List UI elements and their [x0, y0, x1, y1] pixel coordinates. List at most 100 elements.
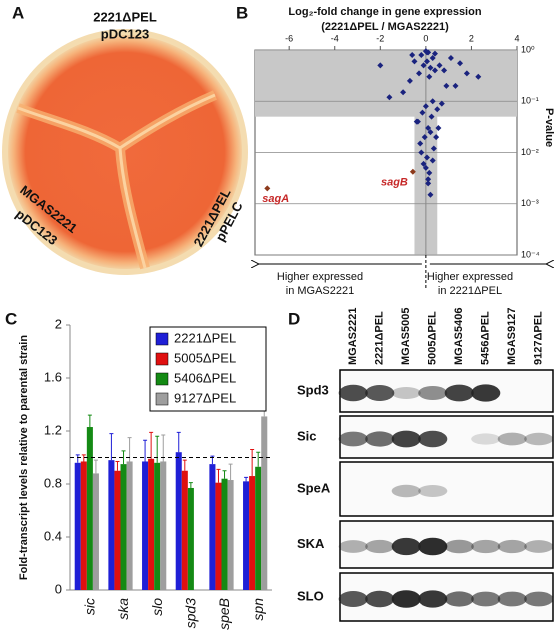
blot-band — [338, 591, 368, 607]
arrow-label: in MGAS2221 — [286, 285, 354, 297]
blot-row-label: SKA — [297, 536, 325, 551]
arrow-label: Higher expressed — [277, 271, 363, 283]
bar — [175, 452, 182, 590]
blot-band — [444, 384, 474, 402]
legend-label: 9127ΔPEL — [174, 390, 236, 405]
x-tick-label: -4 — [331, 33, 339, 43]
blot-band — [471, 539, 501, 554]
blot-band — [524, 591, 554, 607]
error-bar — [182, 459, 187, 471]
point — [429, 54, 436, 61]
lane-label: 5005ΔPEL — [427, 311, 439, 365]
bar — [108, 460, 115, 590]
x-tick-label: 2 — [469, 33, 474, 43]
blot-band — [391, 430, 421, 448]
x-tick-label: 4 — [514, 33, 519, 43]
point — [420, 160, 427, 167]
error-bar — [109, 433, 114, 461]
blot-band — [524, 540, 554, 553]
point — [424, 58, 431, 65]
point — [418, 51, 425, 58]
x-tick-label: 0 — [423, 33, 428, 43]
blot-row-label: Sic — [297, 428, 317, 443]
blot-band — [391, 387, 421, 399]
panel-label: D — [288, 309, 300, 328]
arrow-label: in 2221ΔPEL — [438, 285, 502, 297]
blot-band — [391, 484, 421, 498]
point — [429, 98, 436, 105]
plate-label: pDC123 — [101, 26, 149, 41]
lane-label: MGAS2221 — [347, 308, 359, 365]
bar — [261, 416, 268, 590]
bar — [148, 458, 155, 590]
point — [436, 62, 443, 69]
blot-band — [338, 540, 368, 553]
y-tick-label: 10⁻³ — [521, 198, 539, 208]
lane-label: MGAS5005 — [400, 308, 412, 365]
blot-band — [338, 384, 368, 402]
lane-label: 2221ΔPEL — [374, 311, 386, 365]
point — [429, 157, 436, 164]
error-bar — [81, 454, 86, 462]
point — [406, 77, 413, 84]
error-bar — [115, 460, 120, 471]
point — [417, 140, 424, 147]
point — [441, 67, 448, 74]
point — [377, 62, 384, 69]
y-tick-label: 0 — [55, 581, 62, 596]
blot-band — [418, 537, 448, 556]
annotation: sagA — [262, 193, 289, 205]
bar — [227, 480, 234, 590]
blot-row-label: SpeA — [297, 480, 331, 495]
y-tick-label: 10⁻⁴ — [521, 249, 540, 259]
blot-band — [497, 432, 527, 446]
point — [428, 113, 435, 120]
bar — [142, 461, 149, 590]
error-bar — [250, 449, 255, 477]
error-bar — [143, 439, 148, 462]
y-tick-label: 2 — [55, 316, 62, 331]
x-tick-label: -2 — [376, 33, 384, 43]
blot-band — [497, 591, 527, 607]
blot-frame — [339, 461, 554, 517]
bar — [221, 478, 228, 590]
point — [443, 82, 450, 89]
plate-label: 2221ΔPEL — [93, 9, 157, 24]
lane-label: 9127ΔPEL — [533, 311, 545, 365]
blot-row-label: SLO — [297, 588, 324, 603]
y-axis-label: P-value — [543, 108, 555, 147]
lane-label: MGAS9127 — [506, 308, 518, 365]
x-tick-label: -6 — [285, 33, 293, 43]
point — [418, 149, 425, 156]
error-bar — [228, 463, 233, 481]
legend-label: 5005ΔPEL — [174, 350, 236, 365]
point — [431, 67, 438, 74]
point — [426, 73, 433, 80]
x-tick-label: spd3 — [183, 598, 199, 629]
blot-band — [524, 432, 554, 446]
blot-band — [471, 591, 501, 607]
bar — [154, 462, 161, 590]
error-bar — [216, 468, 221, 483]
x-tick-label: sic — [82, 598, 98, 615]
y-tick-label: 0.4 — [44, 528, 62, 543]
point — [434, 106, 441, 113]
panel-label: A — [12, 3, 24, 22]
point — [438, 100, 445, 107]
legend-box — [149, 326, 267, 412]
point — [420, 62, 427, 69]
point — [425, 125, 432, 132]
point — [433, 134, 440, 141]
x-tick-label: speB — [216, 598, 232, 630]
blot-band — [338, 431, 368, 447]
point — [414, 118, 421, 125]
shade — [255, 50, 517, 117]
legend-swatch — [155, 352, 169, 366]
blot-band — [444, 591, 474, 607]
error-bar — [149, 431, 154, 459]
y-tick-label: 1.2 — [44, 422, 62, 437]
bar — [86, 427, 93, 590]
bar — [92, 473, 99, 590]
y-tick-label: 10⁻² — [521, 147, 539, 157]
blot-row-label: Spd3 — [297, 382, 329, 397]
